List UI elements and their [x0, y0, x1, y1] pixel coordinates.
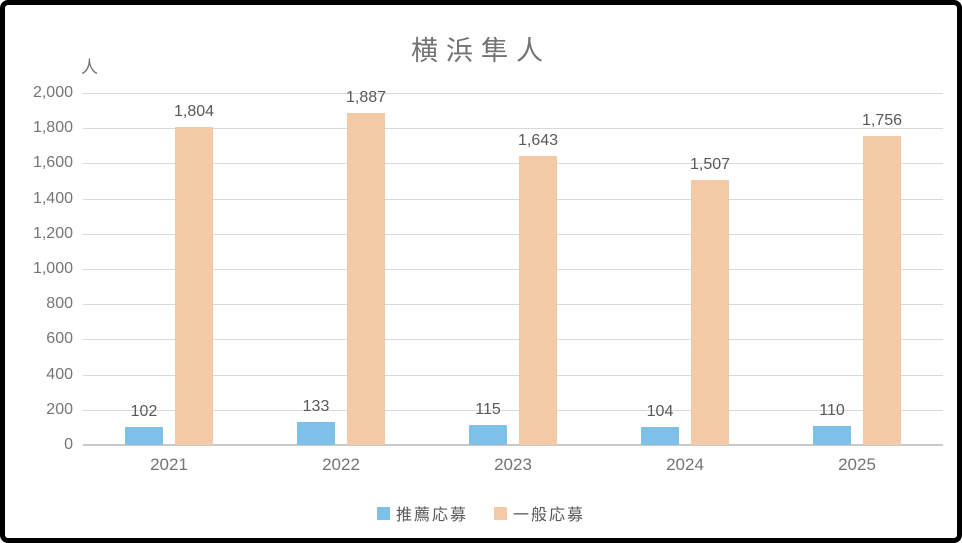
bar-general-applications-2021	[175, 127, 213, 445]
bar-value-label: 110	[819, 401, 845, 419]
x-axis-label: 2025	[838, 455, 876, 474]
bar-value-label: 104	[646, 402, 674, 420]
y-axis-tick-label: 2,000	[32, 84, 73, 101]
gridline	[83, 128, 943, 130]
bar-recommended-applications-2023	[469, 424, 507, 445]
gridline	[83, 269, 943, 270]
x-axis-line	[83, 444, 943, 446]
gridline	[83, 339, 943, 341]
y-axis-tick-label: 1,800	[32, 119, 73, 137]
legend-label: 推薦応募	[395, 507, 468, 524]
legend-item-recommended-applications: 推薦応募	[376, 501, 468, 525]
y-axis-tick-label: 200	[46, 400, 73, 418]
bar-value-label: 1,643	[517, 131, 559, 149]
bar-value-label: 102	[130, 403, 158, 421]
y-axis-tick-label: 600	[46, 330, 73, 348]
chart-title: 横浜隼人	[411, 36, 551, 66]
bar-value-label: 1,756	[861, 111, 903, 129]
gridline	[83, 304, 943, 306]
gridline	[83, 409, 943, 411]
bar-recommended-applications-2025	[813, 425, 851, 445]
x-axis-label: 2023	[494, 455, 532, 474]
y-axis-unit-label: 人	[81, 58, 98, 77]
y-axis-tick-label: 1,600	[32, 154, 73, 172]
gridline	[83, 374, 943, 376]
bar-value-label: 1,804	[173, 103, 215, 121]
legend: 推薦応募 一般応募	[5, 501, 957, 525]
y-axis-tick-label: 1,200	[32, 224, 73, 242]
bar-recommended-applications-2024	[641, 426, 679, 445]
bar-general-applications-2024	[691, 179, 729, 445]
legend-swatch-recommended-applications	[376, 506, 390, 520]
bar-general-applications-2025	[863, 135, 901, 445]
bar-value-label: 1,887	[345, 88, 387, 106]
gridline	[83, 163, 943, 165]
bar-recommended-applications-2021	[125, 427, 163, 445]
x-axis-label: 2021	[150, 455, 188, 474]
y-axis-tick-label: 1,000	[32, 260, 73, 277]
bar-value-label: 115	[475, 400, 501, 418]
gridline	[83, 233, 943, 235]
bar-recommended-applications-2022	[297, 421, 335, 445]
y-axis-tick-label: 1,400	[32, 189, 73, 207]
bar-value-label: 1,507	[689, 155, 731, 173]
x-axis-label: 2024	[666, 455, 704, 474]
plot-area: 0 200 400 600 800 1,000 1,200 1,400 1,600 1,800 2,…	[5, 5, 957, 538]
x-axis-label: 2022	[322, 455, 360, 474]
legend-swatch-general-applications	[494, 506, 507, 520]
y-axis-tick-label: 800	[46, 295, 73, 313]
gridline	[83, 93, 943, 94]
bar-general-applications-2023	[519, 155, 557, 445]
y-axis-tick-label: 0	[64, 436, 73, 453]
y-axis-tick-label: 400	[46, 365, 73, 383]
bar-general-applications-2022	[347, 112, 385, 445]
legend-label: 一般応募	[513, 507, 586, 524]
bar-value-label: 133	[302, 397, 330, 415]
gridline	[83, 198, 943, 200]
legend-item-general-applications: 一般応募	[494, 501, 585, 525]
